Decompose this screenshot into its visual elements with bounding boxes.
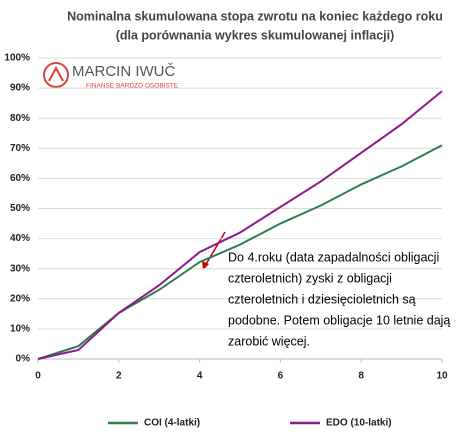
annotation: czteroletnich i dziesięcioletnich są xyxy=(228,292,416,306)
legend-label: EDO (10-latki) xyxy=(326,418,392,429)
y-tick-label: 40% xyxy=(10,233,30,244)
annotation-arrow xyxy=(204,231,226,267)
x-tick-label: 2 xyxy=(116,371,122,382)
logo-tagline: FINANSE BARDZO OSOBISTE xyxy=(86,83,179,90)
x-tick-label: 4 xyxy=(197,371,203,382)
annotation: zarobić więcej. xyxy=(228,334,310,348)
y-tick-label: 0% xyxy=(16,354,31,365)
chart-title: (dla porównania wykres skumulowanej infl… xyxy=(116,28,395,42)
legend-label: COI (4-latki) xyxy=(144,418,200,429)
annotation: Do 4.roku (data zapadalności obligacji xyxy=(228,250,439,264)
y-tick-label: 90% xyxy=(10,83,30,94)
series-line xyxy=(37,90,443,360)
y-tick-label: 50% xyxy=(10,203,30,214)
logo-icon xyxy=(43,62,69,88)
x-tick-label: 6 xyxy=(278,371,284,382)
annotation: czteroletnich) zyski z obligacji xyxy=(228,271,392,285)
y-tick-label: 10% xyxy=(10,324,30,335)
y-tick-label: 70% xyxy=(10,143,30,154)
x-tick-label: 0 xyxy=(35,371,41,382)
x-tick-label: 10 xyxy=(436,371,448,382)
annotation-arrow xyxy=(202,261,209,270)
y-tick-label: 60% xyxy=(10,173,30,184)
x-tick-label: 8 xyxy=(358,371,364,382)
annotation: podobne. Potem obligacje 10 letnie dają xyxy=(228,313,450,327)
y-tick-label: 30% xyxy=(10,263,30,274)
y-tick-label: 80% xyxy=(10,113,30,124)
logo-icon xyxy=(48,65,64,82)
y-tick-label: 100% xyxy=(4,53,30,64)
logo: MARCIN IWUČ FINANSE BARDZO OSOBISTE xyxy=(43,62,179,90)
y-tick-label: 20% xyxy=(10,293,30,304)
logo-name: MARCIN IWUČ xyxy=(72,63,175,80)
chart-title: Nominalna skumulowana stopa zwrotu na ko… xyxy=(67,9,443,23)
